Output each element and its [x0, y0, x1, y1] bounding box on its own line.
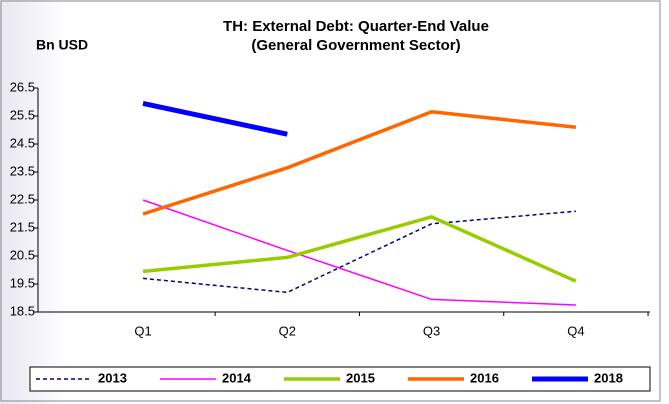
x-tick-label: Q1	[134, 323, 151, 338]
y-tick-label: 24.5	[10, 135, 35, 150]
y-tick-label: 23.5	[10, 163, 35, 178]
data-line	[142, 210, 576, 294]
x-tick-label: Q2	[279, 323, 296, 338]
y-tick-label: 20.5	[10, 247, 35, 262]
y-tick-label: 25.5	[10, 107, 35, 122]
data-line	[142, 199, 576, 306]
y-tick-label: 22.5	[10, 191, 35, 206]
chart-title: (General Government Sector)	[251, 37, 460, 54]
data-line	[142, 110, 577, 216]
y-tick-label: 26.5	[10, 79, 35, 94]
legend-label: 2018	[594, 370, 623, 385]
legend-label: 2016	[470, 370, 499, 385]
legend-label: 2013	[98, 370, 127, 385]
data-line	[142, 214, 577, 283]
y-tick-label: 21.5	[10, 219, 35, 234]
y-axis-label: Bn USD	[36, 37, 88, 53]
x-tick-label: Q3	[423, 323, 440, 338]
data-line	[142, 100, 288, 137]
x-tick-label: Q4	[567, 323, 584, 338]
y-tick-label: 18.5	[10, 303, 35, 318]
legend-label: 2015	[346, 370, 375, 385]
legend-label: 2014	[222, 370, 252, 385]
y-tick-label: 19.5	[10, 275, 35, 290]
chart-title: TH: External Debt: Quarter-End Value	[223, 18, 489, 35]
